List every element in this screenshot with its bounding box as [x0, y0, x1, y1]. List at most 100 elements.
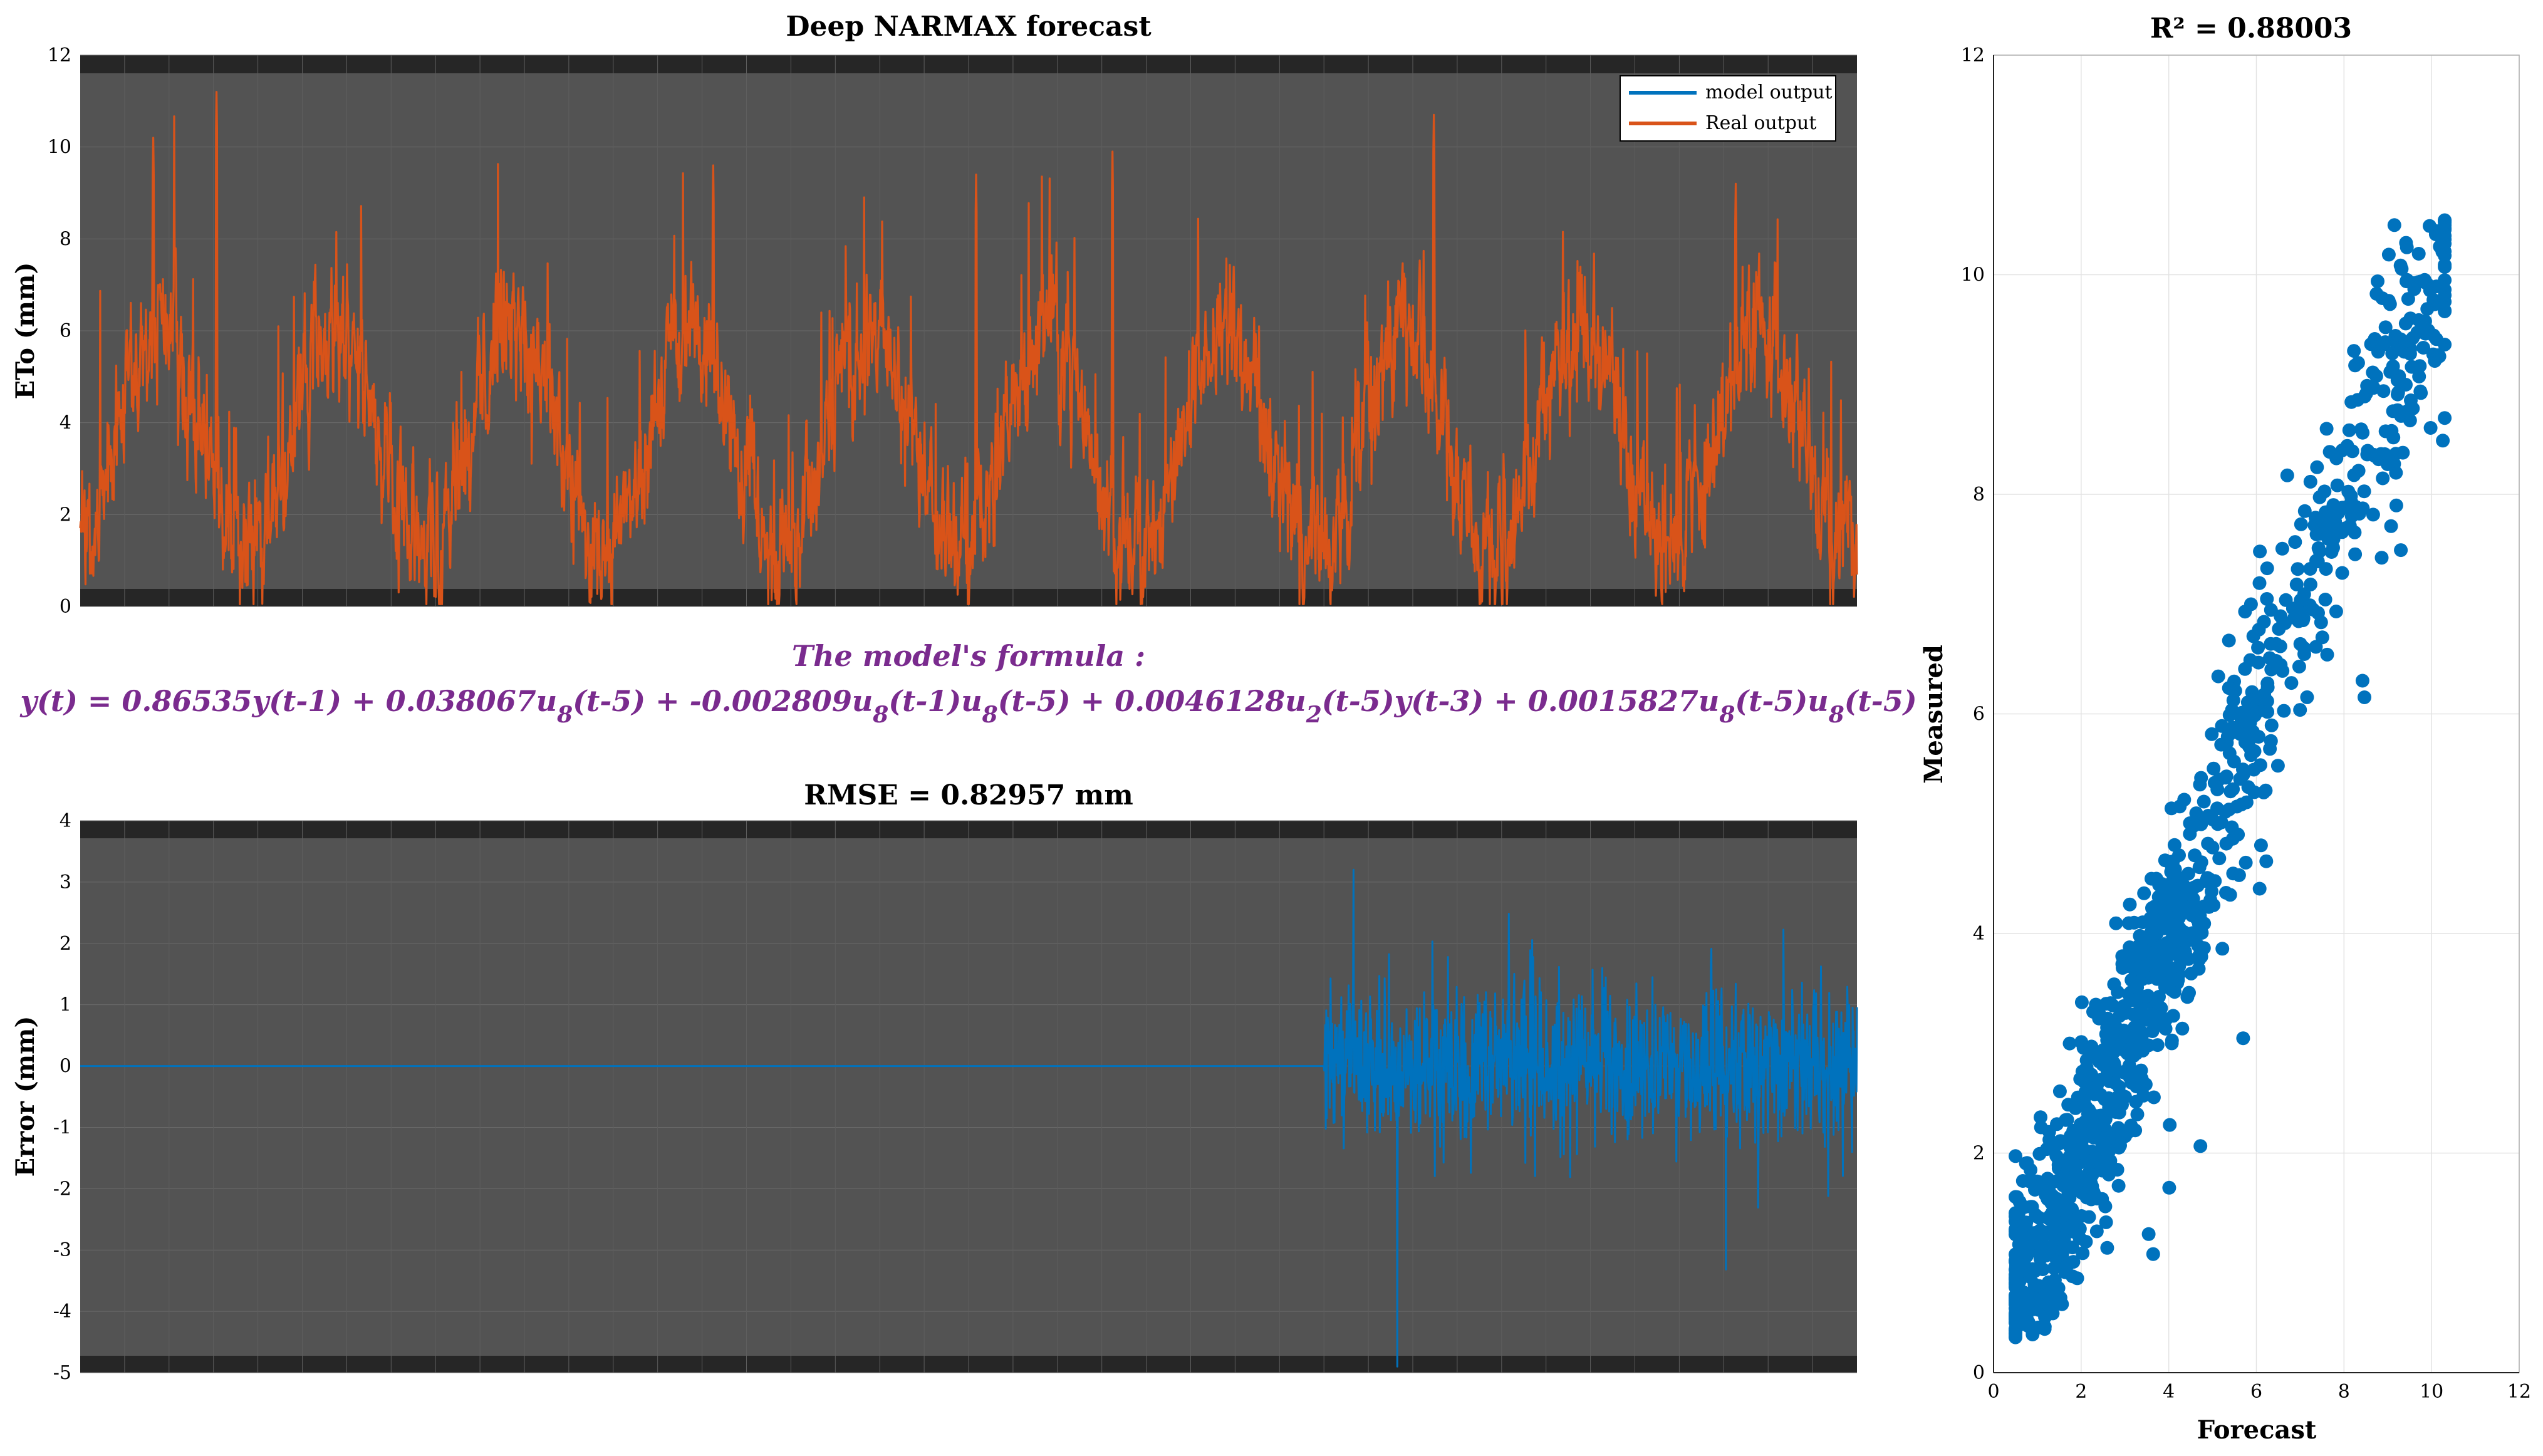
scatter-point [2201, 836, 2215, 851]
scatter-point [2079, 1125, 2093, 1138]
scatter-point [2375, 338, 2390, 352]
error-y-tick-label: 0 [60, 1056, 71, 1078]
forecast-y-tick-label: 0 [60, 596, 71, 618]
scatter-point [2175, 1021, 2190, 1036]
scatter-point [2375, 291, 2390, 305]
scatter-point [2257, 785, 2271, 799]
scatter-point [2166, 930, 2180, 944]
scatter-point [2382, 455, 2396, 470]
scatter-point [2066, 1255, 2081, 1269]
error-y-label: Error (mm) [11, 1016, 40, 1177]
scatter-point [2293, 703, 2307, 717]
scatter-point [2146, 928, 2160, 943]
scatter-point [2187, 932, 2201, 946]
scatter-point [2342, 423, 2356, 437]
scatter-point [2260, 592, 2274, 606]
scatter-point [2347, 344, 2361, 358]
scatter-point [2369, 369, 2383, 383]
scatter-point [2187, 818, 2201, 833]
scatter-point [2020, 1156, 2034, 1170]
scatter-point [2263, 742, 2277, 756]
scatter-point [2378, 424, 2393, 439]
scatter-x-tick-label: 6 [2250, 1381, 2262, 1403]
scatter-point [2074, 1209, 2089, 1223]
error-y-tick-label: 4 [60, 810, 71, 832]
scatter-point [2335, 525, 2349, 539]
scatter-point [2199, 874, 2213, 888]
scatter-point [2260, 680, 2275, 695]
scatter-point [2438, 288, 2452, 303]
scatter-point [2059, 1179, 2074, 1193]
scatter-point [2403, 346, 2417, 361]
scatter-point [2303, 577, 2317, 591]
scatter-ticks: 0 2 4 6 8 10 12 0 2 4 6 8 10 12 [1961, 44, 2531, 1403]
formula-subscript: 8 [872, 702, 888, 728]
error-y-tick-label: 1 [60, 994, 71, 1016]
scatter-point [2404, 393, 2418, 407]
scatter-point [2314, 615, 2328, 630]
scatter-point [2034, 1110, 2047, 1125]
forecast-y-tick-label: 6 [60, 320, 71, 342]
formula-block: The model's formula : y(t) = 0.86535y(t-… [19, 639, 1916, 728]
scatter-point [2111, 1121, 2126, 1135]
formula-term: y(t) = 0.86535y(t-1) + 0.038067u [19, 684, 557, 718]
scatter-point [2251, 640, 2265, 655]
scatter-point [2030, 1174, 2044, 1188]
scatter-point [2272, 621, 2286, 636]
scatter-point [2015, 1174, 2030, 1188]
scatter-point [2288, 535, 2302, 549]
scatter-point [2052, 1084, 2067, 1098]
scatter-point [2364, 337, 2378, 351]
scatter-point [2356, 425, 2370, 440]
legend-label-model: model output [1705, 81, 1833, 103]
scatter-point [2311, 541, 2326, 555]
scatter-point [2300, 690, 2314, 704]
scatter-point [2032, 1211, 2047, 1225]
scatter-point [2120, 959, 2135, 974]
scatter-point [2310, 460, 2324, 474]
scatter-point [2387, 218, 2401, 232]
scatter-point [2341, 484, 2356, 499]
scatter-point [2414, 386, 2428, 400]
scatter-point [2438, 411, 2452, 425]
scatter-point [2371, 274, 2384, 288]
scatter-point [2096, 1133, 2110, 1148]
scatter-point [2247, 762, 2261, 777]
forecast-title: Deep NARMAX forecast [786, 11, 1152, 43]
scatter-point [2412, 370, 2426, 383]
scatter-point [2180, 990, 2195, 1004]
scatter-point [2259, 854, 2274, 868]
scatter-point [2395, 262, 2409, 276]
scatter-point [2391, 385, 2405, 400]
scatter-point [2252, 623, 2266, 637]
scatter-point [2168, 985, 2182, 999]
formula-term: (t-5) [1844, 684, 1917, 718]
scatter-point [2280, 468, 2294, 482]
scatter-point [2084, 1068, 2098, 1082]
scatter-point [2106, 998, 2120, 1012]
error-y-tick-label: -4 [53, 1301, 71, 1323]
scatter-point [2294, 593, 2308, 608]
scatter-point [2312, 490, 2327, 504]
scatter-point [2009, 1190, 2022, 1204]
scatter-point [2089, 1224, 2104, 1239]
scatter-x-label: Forecast [2197, 1415, 2317, 1445]
scatter-point [2297, 504, 2312, 518]
scatter-point [2403, 311, 2418, 326]
scatter-point [2252, 881, 2267, 896]
scatter-point [2111, 985, 2125, 999]
scatter-point [2032, 1147, 2047, 1161]
scatter-point [2438, 273, 2452, 288]
scatter-point [2222, 633, 2236, 648]
scatter-point [2267, 660, 2281, 673]
error-y-tick-label: -1 [53, 1116, 71, 1138]
scatter-point [2135, 1006, 2149, 1020]
scatter-point [2166, 1009, 2180, 1023]
scatter-point [2284, 676, 2299, 690]
scatter-point [2027, 1277, 2042, 1292]
scatter-point [2120, 1046, 2135, 1061]
scatter-point [2233, 727, 2247, 741]
scatter-point [2177, 925, 2191, 939]
scatter-point [2400, 240, 2414, 254]
scatter-point [2167, 838, 2182, 852]
